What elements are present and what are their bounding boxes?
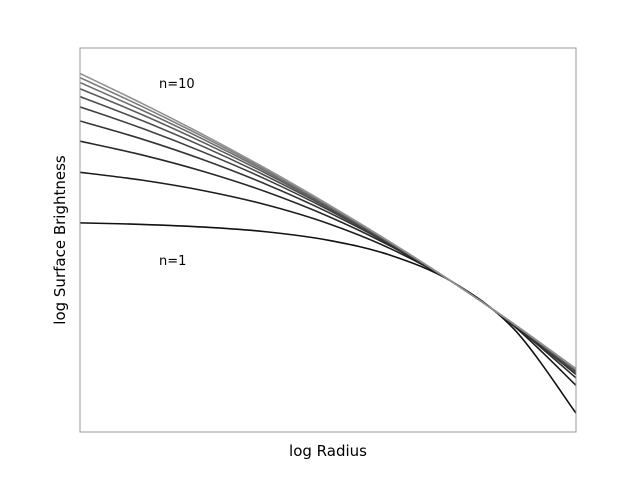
plot-frame: [79, 47, 577, 433]
x-axis-label: log Radius: [289, 442, 367, 460]
series-line: [80, 72, 576, 370]
plot-lines: [80, 72, 576, 414]
series-line: [80, 222, 576, 414]
annotation: n=1: [159, 254, 186, 269]
y-axis-label: log Surface Brightness: [51, 155, 69, 325]
annotation: n=10: [159, 77, 195, 92]
